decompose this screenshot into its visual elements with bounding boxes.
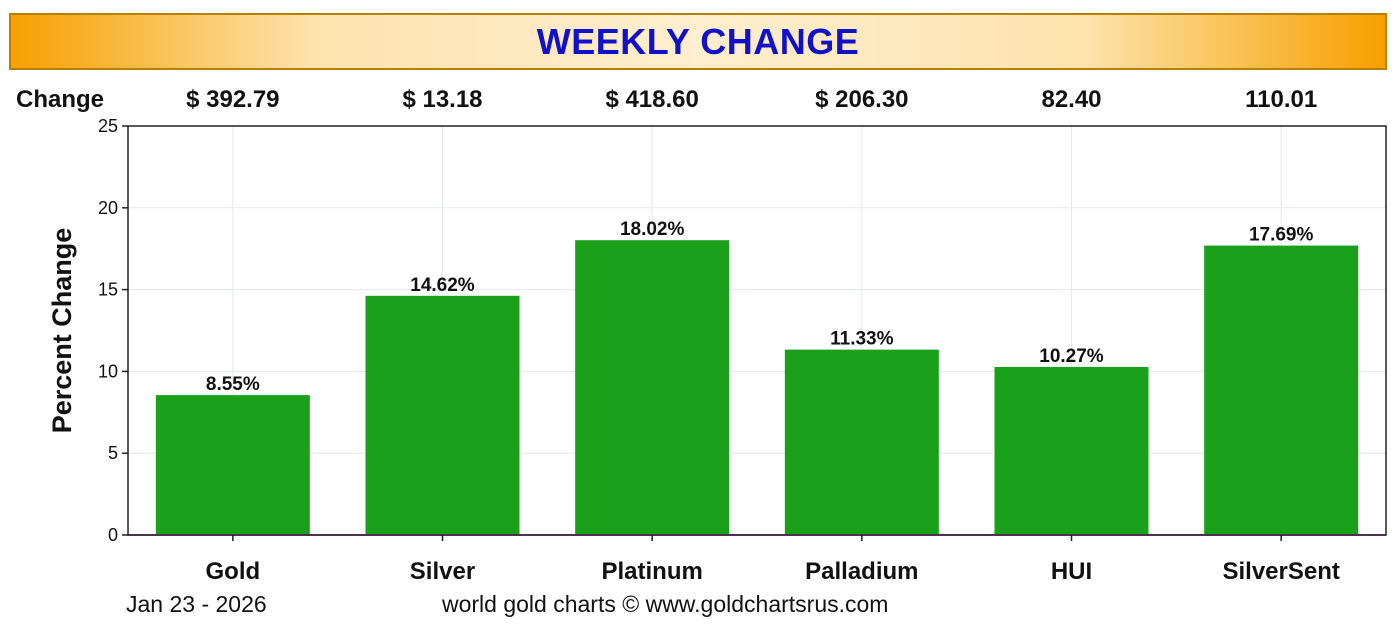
change-row-label: Change [16, 86, 105, 113]
chart-title: WEEKLY CHANGE [536, 20, 860, 62]
y-tick-label: 5 [108, 443, 118, 463]
y-tick-label: 10 [98, 361, 118, 381]
data-label: 11.33% [830, 329, 893, 350]
change-value-hui: 82.40 [1041, 86, 1102, 113]
y-tick-label: 15 [98, 280, 118, 300]
y-axis-label: Percent Change [47, 228, 77, 434]
plot-frame [127, 125, 1387, 536]
change-value-silver: $ 13.18 [402, 86, 483, 113]
data-label: 18.02% [620, 219, 685, 240]
x-tick-label: HUI [1051, 558, 1092, 585]
plot-area [128, 126, 1386, 535]
title-banner: WEEKLY CHANGE [9, 13, 1387, 70]
y-tick-label: 20 [98, 198, 118, 218]
x-tick-label: SilverSent [1222, 558, 1339, 585]
x-tick-label: Platinum [601, 558, 702, 585]
bar-silversent [1204, 245, 1359, 535]
data-label: 10.27% [1039, 346, 1104, 367]
footer-date: Jan 23 - 2026 [126, 591, 267, 617]
x-tick-label: Silver [410, 558, 475, 585]
data-label: 8.55% [206, 374, 260, 395]
bar-platinum [575, 240, 730, 535]
change-value-palladium: $ 206.30 [815, 86, 909, 113]
bar-silver [365, 295, 520, 535]
change-value-platinum: $ 418.60 [605, 86, 699, 113]
x-tick-label: Gold [206, 558, 261, 585]
bar-palladium [784, 349, 939, 535]
change-value-silversent: 110.01 [1245, 86, 1318, 113]
x-tick-label: Palladium [805, 558, 918, 585]
bar-gold [155, 395, 310, 535]
change-value-gold: $ 392.79 [186, 86, 280, 113]
data-label: 14.62% [410, 275, 475, 296]
bar-hui [994, 366, 1149, 535]
data-label: 17.69% [1249, 225, 1314, 246]
y-tick-label: 0 [108, 525, 118, 545]
y-tick-label: 25 [98, 116, 118, 136]
footer-credit: world gold charts © www.goldchartsrus.co… [442, 591, 889, 617]
